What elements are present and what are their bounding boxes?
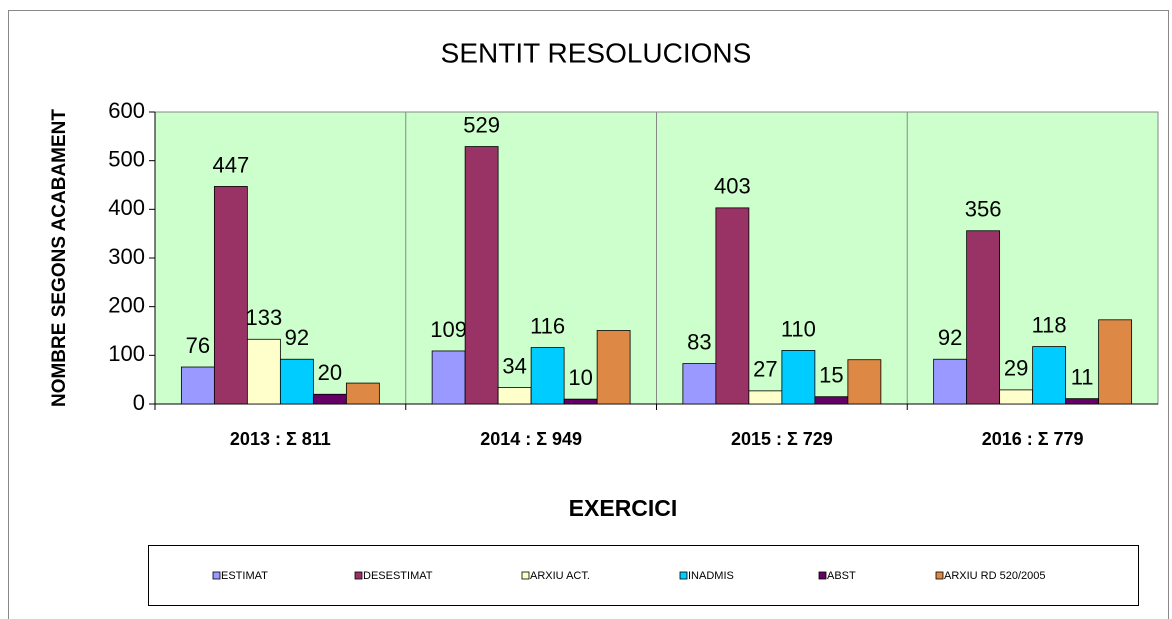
x-tick-label: 2016 : Σ 779 bbox=[982, 429, 1084, 449]
bar bbox=[1098, 319, 1133, 405]
legend-swatch bbox=[935, 571, 944, 580]
data-label: 133 bbox=[246, 305, 283, 330]
legend-swatch bbox=[679, 571, 688, 580]
legend-swatch bbox=[212, 571, 221, 580]
legend-swatch bbox=[354, 571, 363, 580]
bar bbox=[847, 359, 882, 405]
y-axis-label: NOMBRE SEGONS ACABAMENT bbox=[49, 109, 70, 407]
legend-box bbox=[148, 545, 1139, 606]
y-tick-label: 0 bbox=[133, 390, 145, 415]
data-label: 92 bbox=[938, 325, 962, 350]
data-label: 20 bbox=[318, 360, 342, 385]
x-tick-label: 2015 : Σ 729 bbox=[731, 429, 833, 449]
bar bbox=[497, 387, 532, 405]
bar bbox=[279, 358, 314, 405]
data-label: 83 bbox=[687, 329, 711, 354]
data-label: 118 bbox=[1032, 312, 1067, 337]
data-label: 529 bbox=[463, 112, 500, 137]
y-tick-label: 600 bbox=[108, 98, 145, 123]
bar bbox=[1032, 346, 1067, 405]
data-label: 92 bbox=[285, 325, 309, 350]
legend-swatch bbox=[521, 571, 530, 580]
bar bbox=[464, 146, 499, 405]
x-tick-label: 2014 : Σ 949 bbox=[480, 429, 582, 449]
data-label: 109 bbox=[430, 317, 467, 342]
data-label: 34 bbox=[502, 353, 526, 378]
bar bbox=[999, 389, 1034, 405]
data-label: 27 bbox=[753, 357, 777, 382]
data-label: 29 bbox=[1004, 356, 1028, 381]
bar bbox=[563, 398, 598, 405]
legend-label: DESESTIMAT bbox=[363, 570, 433, 582]
bar bbox=[530, 347, 565, 405]
data-label: 11 bbox=[1071, 364, 1094, 389]
legend-label: INADMIS bbox=[688, 570, 734, 582]
bar bbox=[933, 358, 968, 405]
bar bbox=[213, 186, 248, 405]
y-tick-label: 400 bbox=[108, 195, 145, 220]
bar bbox=[682, 363, 717, 405]
bar bbox=[180, 366, 215, 405]
data-label: 10 bbox=[568, 365, 592, 390]
data-label: 76 bbox=[186, 333, 210, 358]
legend-label: ABST bbox=[827, 570, 856, 582]
y-tick-label: 500 bbox=[108, 146, 145, 171]
y-tick-label: 300 bbox=[108, 244, 145, 269]
data-label: 116 bbox=[530, 313, 565, 338]
bar bbox=[748, 390, 783, 405]
bar bbox=[246, 338, 281, 405]
bar bbox=[966, 230, 1001, 405]
chart-title: SENTIT RESOLUCIONS bbox=[441, 37, 752, 68]
data-label: 15 bbox=[819, 363, 843, 388]
bar bbox=[1065, 398, 1100, 405]
data-label: 356 bbox=[965, 197, 1002, 222]
data-label: 110 bbox=[781, 316, 816, 341]
data-label: 403 bbox=[714, 174, 751, 199]
legend-label: ARXIU RD 520/2005 bbox=[944, 570, 1046, 582]
bar bbox=[596, 330, 631, 405]
legend-swatch bbox=[818, 571, 827, 580]
bar bbox=[431, 350, 466, 405]
bar bbox=[781, 350, 816, 405]
bar bbox=[345, 382, 380, 405]
y-tick-label: 100 bbox=[108, 341, 145, 366]
bar bbox=[715, 207, 750, 405]
bar bbox=[814, 396, 849, 405]
legend-label: ESTIMAT bbox=[221, 570, 268, 582]
x-tick-label: 2013 : Σ 811 bbox=[230, 429, 331, 449]
legend-label: ARXIU ACT. bbox=[530, 570, 590, 582]
x-axis-label: EXERCICI bbox=[569, 495, 678, 521]
y-tick-label: 200 bbox=[108, 292, 145, 317]
data-label: 447 bbox=[213, 152, 250, 177]
bar bbox=[312, 393, 347, 405]
